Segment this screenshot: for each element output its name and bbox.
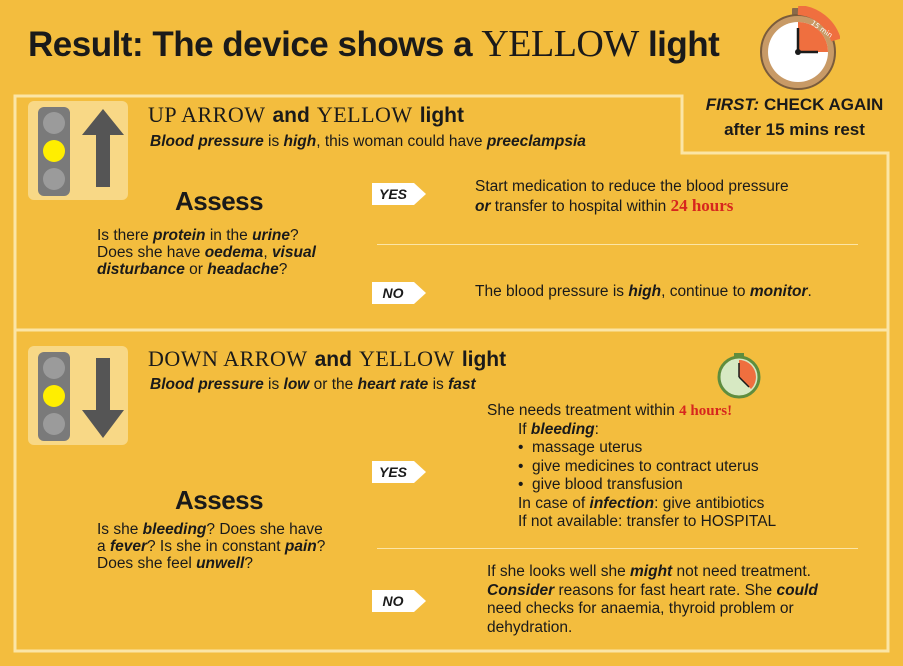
down-traffic-light-panel bbox=[28, 346, 128, 445]
up-traffic-light-panel bbox=[28, 101, 128, 200]
down-heading: DOWN ARROW and YELLOW light bbox=[148, 346, 507, 371]
down-answer-divider bbox=[377, 548, 858, 549]
list-item: give blood transfusion bbox=[518, 476, 776, 495]
down-subline: Blood pressure is low or the heart rate … bbox=[150, 376, 476, 393]
up-heading: UP ARROW and YELLOW light bbox=[148, 102, 465, 127]
panel-border-path bbox=[13, 94, 890, 653]
up-assess-questions: Is there protein in the urine? Does she … bbox=[97, 227, 316, 278]
up-no-arrow: NO bbox=[372, 280, 428, 306]
yellow-lamp bbox=[43, 385, 65, 407]
down-yes-arrow: YES bbox=[372, 459, 428, 485]
down-assess-questions: Is she bleeding? Does she have a fever? … bbox=[97, 521, 326, 572]
down-arrow-icon bbox=[82, 358, 124, 438]
list-item: massage uterus bbox=[518, 439, 776, 458]
up-subline: Blood pressure is high, this woman could… bbox=[150, 133, 586, 150]
up-answer-divider bbox=[377, 244, 858, 245]
up-yes-arrow: YES bbox=[372, 181, 428, 207]
stopwatch-15-icon: 15 min bbox=[760, 6, 840, 90]
up-arrow-icon bbox=[82, 109, 124, 187]
page-title: Result: The device shows a YELLOW light bbox=[28, 23, 720, 65]
down-no-answer: If she looks well she might not need tre… bbox=[487, 563, 818, 636]
up-yes-answer: Start medication to reduce the blood pre… bbox=[475, 178, 789, 215]
bleeding-steps-list: massage uterus give medicines to contrac… bbox=[518, 439, 776, 495]
yellow-lamp bbox=[43, 140, 65, 162]
down-no-arrow: NO bbox=[372, 588, 428, 614]
first-check-note: FIRST: CHECK AGAIN after 15 mins rest bbox=[705, 95, 884, 139]
list-item: give medicines to contract uterus bbox=[518, 458, 776, 477]
down-yes-answer: She needs treatment within 4 hours! If b… bbox=[487, 402, 776, 532]
up-assess-label: Assess bbox=[175, 186, 264, 216]
clock-4-hours-icon bbox=[717, 353, 761, 399]
up-no-answer: The blood pressure is high, continue to … bbox=[475, 283, 812, 300]
down-assess-label: Assess bbox=[175, 485, 264, 515]
